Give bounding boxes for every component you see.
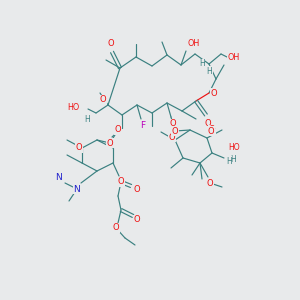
Text: O: O [107,139,113,148]
Text: O: O [208,127,214,136]
Text: HO: HO [68,103,80,112]
Text: N: N [56,172,62,182]
Text: F: F [140,121,146,130]
Text: O: O [209,125,215,134]
Text: O: O [118,178,124,187]
Text: O: O [205,118,211,127]
Text: O: O [172,127,178,136]
Text: N: N [74,184,80,194]
Text: O: O [134,215,140,224]
Text: H: H [230,155,236,164]
Text: H: H [226,157,232,166]
Text: H: H [206,67,212,76]
Text: O: O [211,88,217,98]
Text: HO: HO [228,143,240,152]
Text: O: O [170,119,176,128]
Text: OH: OH [188,38,200,47]
Text: O: O [76,143,82,152]
Text: O: O [134,184,140,194]
Text: H: H [84,115,90,124]
Text: O: O [113,224,119,232]
Text: OH: OH [228,53,240,62]
Text: O: O [100,95,106,104]
Text: O: O [108,40,114,49]
Text: O: O [169,133,175,142]
Text: O: O [207,178,213,188]
Text: O: O [115,125,121,134]
Text: H: H [199,59,205,68]
